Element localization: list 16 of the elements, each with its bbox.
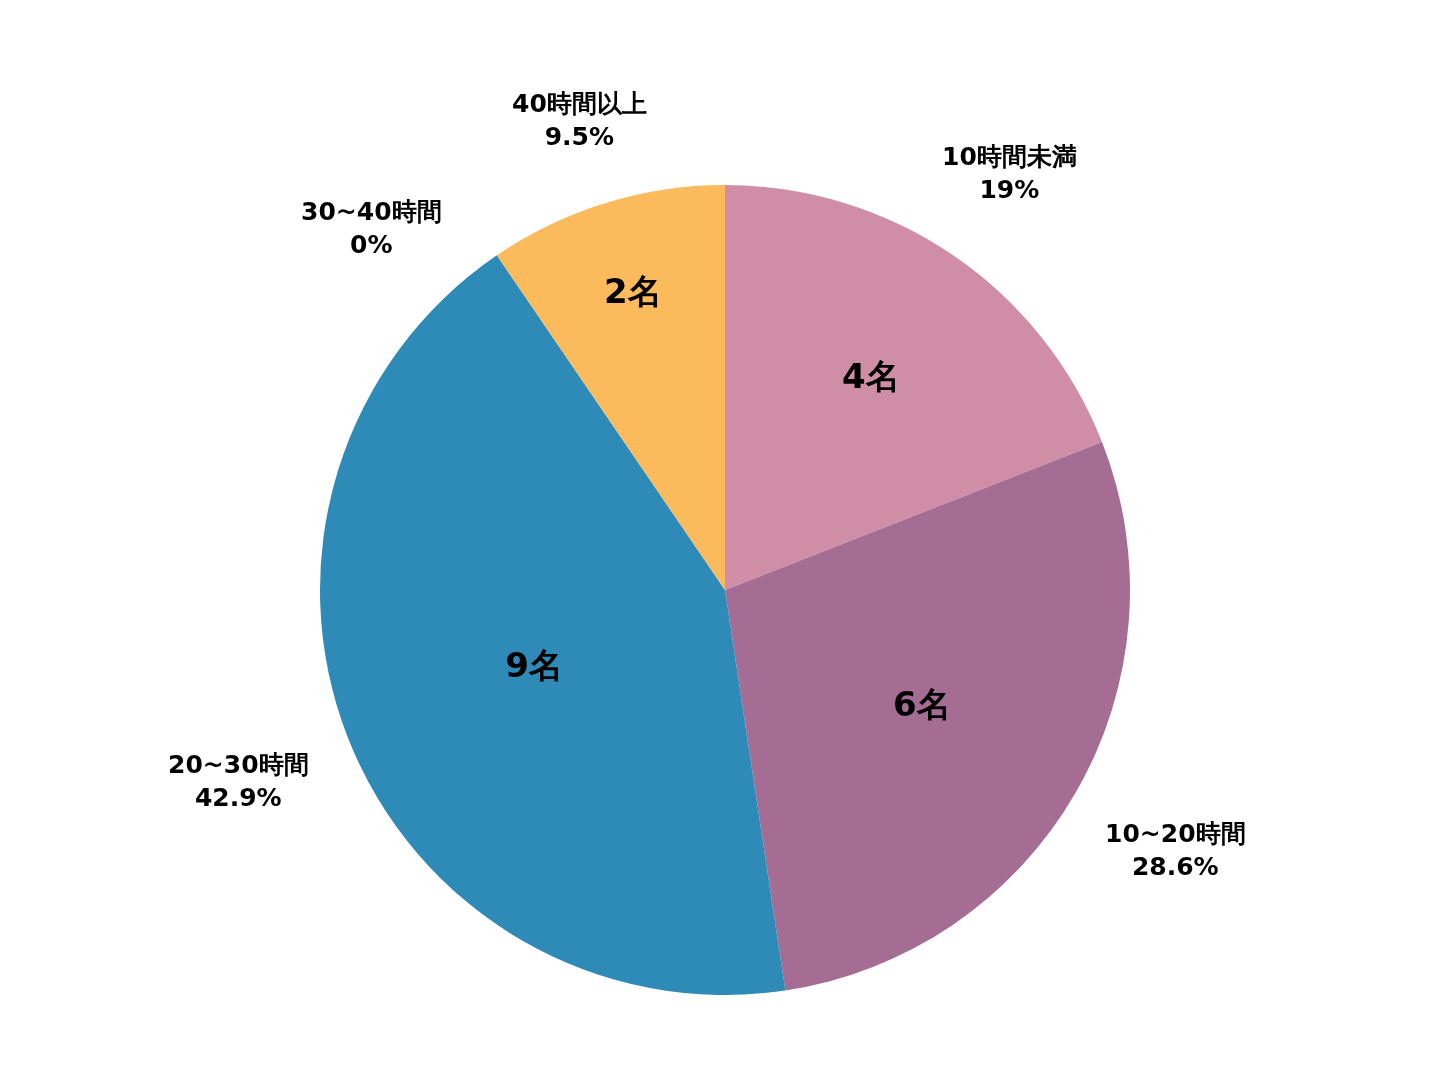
- slice-label: 10~20時間: [1105, 819, 1246, 848]
- text: 42.9%: [194, 782, 282, 812]
- slice-label: 40時間以上: [512, 89, 647, 118]
- text: 0%: [350, 229, 393, 259]
- text: 28.6%: [1131, 851, 1219, 881]
- data-label: 6名: [893, 683, 951, 724]
- slice-label: 10時間未満: [942, 142, 1077, 171]
- pie-slice: [320, 255, 786, 995]
- text: 19%: [979, 174, 1040, 204]
- pie-slice: [496, 185, 725, 590]
- data-label: 9名: [505, 644, 563, 685]
- category-label: 30~40時間: [301, 197, 442, 226]
- slice-label: 20~30時間: [168, 750, 309, 779]
- text: 9.5%: [544, 121, 615, 151]
- data-label: 2名: [603, 271, 662, 312]
- data-label: 4名: [842, 355, 900, 396]
